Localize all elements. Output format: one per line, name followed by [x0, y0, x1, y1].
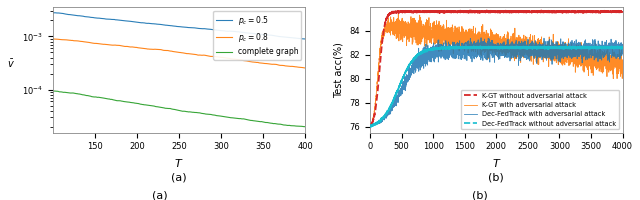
K-GT with adversarial attack	[394, 12, 402, 14]
$p_c = 0.5$	[262, 33, 269, 36]
Dec-FedTrack with adversarial attack	[472, 49, 480, 51]
Line: complete graph: complete graph	[53, 91, 305, 127]
Dec-FedTrack without adversarial attack	[550, 47, 557, 49]
Y-axis label: $\bar{v}$: $\bar{v}$	[7, 58, 15, 70]
Legend: K-GT without adversarial attack, K-GT with adversarial attack, Dec-FedTrack with: K-GT without adversarial attack, K-GT wi…	[461, 90, 620, 129]
$p_c = 0.8$	[278, 64, 285, 67]
K-GT without adversarial attack	[550, 11, 557, 13]
$p_c = 0.8$	[301, 67, 309, 69]
Legend: $p_c = 0.5$, $p_c = 0.8$, complete graph: $p_c = 0.5$, $p_c = 0.8$, complete graph	[213, 11, 301, 60]
$p_c = 0.5$	[301, 38, 309, 40]
$p_c = 0.5$	[199, 28, 207, 30]
Dec-FedTrack without adversarial attack	[366, 126, 374, 128]
Dec-FedTrack without adversarial attack	[598, 47, 606, 49]
K-GT with adversarial attack	[366, 125, 374, 127]
Dec-FedTrack with adversarial attack	[474, 48, 482, 50]
K-GT with adversarial attack	[550, 49, 557, 52]
K-GT with adversarial attack	[472, 35, 480, 38]
$p_c = 0.8$	[49, 38, 57, 40]
Dec-FedTrack without adversarial attack	[474, 46, 482, 49]
Dec-FedTrack with adversarial attack	[477, 37, 485, 39]
Line: K-GT with adversarial attack: K-GT with adversarial attack	[370, 13, 623, 126]
$p_c = 0.5$	[278, 36, 285, 38]
Dec-FedTrack without adversarial attack	[470, 45, 477, 47]
K-GT without adversarial attack	[486, 11, 494, 13]
Line: $p_c = 0.8$: $p_c = 0.8$	[53, 39, 305, 68]
Dec-FedTrack without adversarial attack	[472, 46, 480, 49]
X-axis label: $T$: $T$	[492, 157, 501, 169]
K-GT without adversarial attack	[367, 125, 374, 128]
K-GT without adversarial attack	[474, 10, 482, 13]
Title: (a): (a)	[172, 172, 187, 182]
Line: K-GT without adversarial attack: K-GT without adversarial attack	[370, 10, 623, 126]
$p_c = 0.5$	[49, 11, 57, 14]
K-GT with adversarial attack	[474, 31, 482, 33]
Text: (a): (a)	[152, 190, 168, 200]
$p_c = 0.8$	[50, 38, 58, 40]
K-GT without adversarial attack	[619, 10, 627, 12]
$p_c = 0.8$	[262, 62, 269, 65]
K-GT without adversarial attack	[611, 11, 619, 13]
Dec-FedTrack with adversarial attack	[598, 48, 606, 50]
$p_c = 0.8$	[198, 54, 206, 56]
Dec-FedTrack without adversarial attack	[619, 47, 627, 49]
complete graph	[278, 123, 285, 126]
Dec-FedTrack with adversarial attack	[619, 48, 627, 50]
Line: $p_c = 0.5$: $p_c = 0.5$	[53, 13, 305, 39]
K-GT without adversarial attack	[472, 11, 480, 13]
K-GT without adversarial attack	[598, 10, 606, 12]
complete graph	[198, 112, 206, 115]
Line: Dec-FedTrack with adversarial attack: Dec-FedTrack with adversarial attack	[370, 38, 623, 126]
complete graph	[204, 113, 211, 115]
K-GT without adversarial attack	[467, 9, 474, 12]
K-GT with adversarial attack	[611, 65, 619, 68]
K-GT with adversarial attack	[486, 39, 494, 42]
complete graph	[49, 90, 57, 92]
complete graph	[262, 121, 269, 124]
Dec-FedTrack without adversarial attack	[611, 47, 619, 49]
$p_c = 0.5$	[198, 27, 206, 30]
K-GT without adversarial attack	[366, 124, 374, 127]
Line: Dec-FedTrack without adversarial attack: Dec-FedTrack without adversarial attack	[370, 46, 623, 127]
$p_c = 0.8$	[199, 54, 207, 56]
complete graph	[50, 90, 58, 92]
K-GT with adversarial attack	[598, 66, 606, 68]
$p_c = 0.8$	[204, 55, 211, 57]
Dec-FedTrack with adversarial attack	[550, 51, 557, 54]
complete graph	[301, 126, 309, 128]
$p_c = 0.5$	[50, 12, 58, 14]
X-axis label: $T$: $T$	[174, 157, 184, 169]
Dec-FedTrack with adversarial attack	[611, 45, 619, 47]
complete graph	[199, 112, 207, 115]
$p_c = 0.5$	[204, 28, 211, 30]
K-GT with adversarial attack	[619, 59, 627, 61]
Title: (b): (b)	[488, 172, 504, 182]
Text: (b): (b)	[472, 190, 488, 200]
Dec-FedTrack with adversarial attack	[366, 125, 374, 127]
Y-axis label: Test acc(%): Test acc(%)	[334, 42, 344, 98]
Dec-FedTrack without adversarial attack	[486, 46, 494, 49]
Dec-FedTrack with adversarial attack	[486, 49, 494, 51]
